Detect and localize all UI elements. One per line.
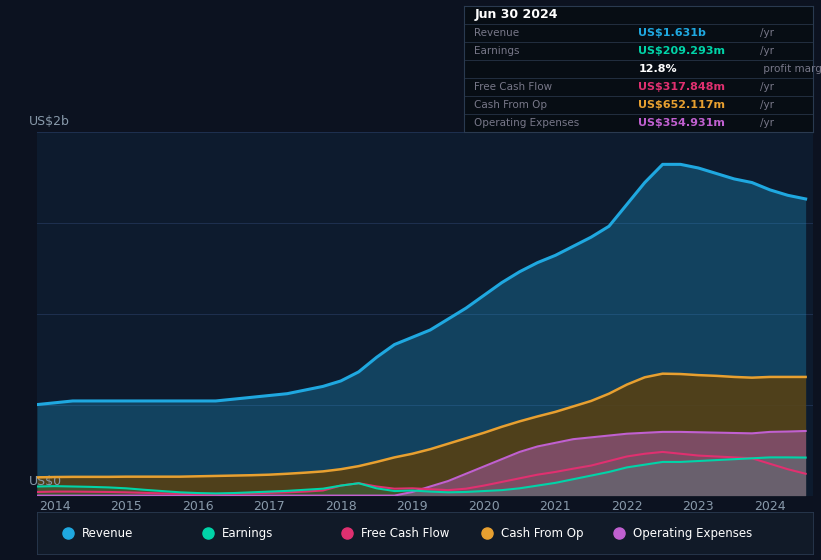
- Text: 12.8%: 12.8%: [639, 64, 677, 73]
- Text: Earnings: Earnings: [475, 45, 520, 55]
- Text: Earnings: Earnings: [222, 527, 273, 540]
- Text: US$317.848m: US$317.848m: [639, 82, 725, 92]
- Text: Operating Expenses: Operating Expenses: [633, 527, 752, 540]
- Text: Jun 30 2024: Jun 30 2024: [475, 8, 557, 21]
- Text: Revenue: Revenue: [475, 27, 520, 38]
- Text: /yr: /yr: [760, 82, 774, 92]
- Text: Free Cash Flow: Free Cash Flow: [361, 527, 450, 540]
- Text: US$0: US$0: [30, 475, 62, 488]
- Text: Cash From Op: Cash From Op: [475, 100, 548, 110]
- Text: Revenue: Revenue: [82, 527, 133, 540]
- Text: Cash From Op: Cash From Op: [501, 527, 584, 540]
- Text: /yr: /yr: [760, 100, 774, 110]
- Text: US$209.293m: US$209.293m: [639, 45, 725, 55]
- Text: /yr: /yr: [760, 27, 774, 38]
- Text: US$652.117m: US$652.117m: [639, 100, 725, 110]
- Text: Free Cash Flow: Free Cash Flow: [475, 82, 553, 92]
- Text: profit margin: profit margin: [760, 64, 821, 73]
- Text: Operating Expenses: Operating Expenses: [475, 118, 580, 128]
- Text: US$2b: US$2b: [30, 115, 70, 128]
- Text: US$354.931m: US$354.931m: [639, 118, 725, 128]
- Text: US$1.631b: US$1.631b: [639, 27, 706, 38]
- Text: /yr: /yr: [760, 118, 774, 128]
- Text: /yr: /yr: [760, 45, 774, 55]
